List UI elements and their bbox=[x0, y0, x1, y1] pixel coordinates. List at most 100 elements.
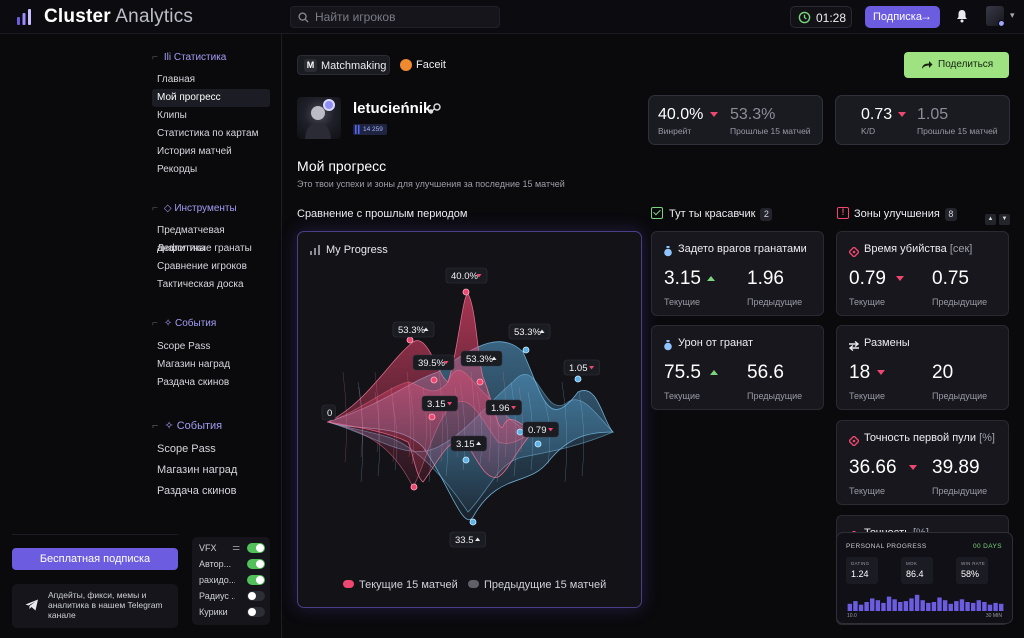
progress-bar bbox=[976, 600, 981, 611]
chart-point-previous[interactable] bbox=[469, 518, 477, 526]
search-input[interactable] bbox=[315, 9, 495, 25]
trend-up-icon bbox=[476, 441, 482, 445]
chart-point-current[interactable] bbox=[406, 336, 414, 344]
sidebar-item-my-progress[interactable]: Мой прогресс bbox=[152, 89, 270, 107]
chart-data-label: 3.15 bbox=[450, 435, 487, 452]
trend-up-icon bbox=[491, 356, 497, 360]
kpi-kd[interactable]: 0.73 1.05 K/D Прошлые 15 матчей bbox=[835, 95, 1010, 145]
chart-point-current[interactable] bbox=[476, 378, 484, 386]
sidebar-item-scope-pass[interactable]: Scope Pass bbox=[157, 443, 216, 455]
toggle-row: Автор... bbox=[199, 558, 265, 572]
metric-card-grenade-damage[interactable]: Урон от гранат 75.5 56.6 Текущие Предыду… bbox=[651, 325, 824, 410]
mesh-line bbox=[342, 371, 347, 463]
match-timer[interactable]: 01:28 bbox=[790, 6, 852, 28]
sidebar-item-clips[interactable]: Клипы bbox=[157, 110, 187, 121]
user-avatar[interactable] bbox=[986, 6, 1004, 26]
chart-point-previous[interactable] bbox=[534, 440, 542, 448]
trend-down-icon bbox=[511, 406, 517, 410]
sidebar-item-skins-giveaway[interactable]: Раздача скинов bbox=[157, 377, 230, 388]
chart-data-label-text: 53.3% bbox=[514, 327, 541, 338]
toggle-switch[interactable] bbox=[247, 575, 265, 585]
legend-item-previous[interactable]: Предыдущие 15 матчей bbox=[468, 579, 606, 591]
sidebar-section-title: ⌐ ◇ Инструменты bbox=[152, 203, 237, 214]
sidebar-item-rewards-shop[interactable]: Магазин наград bbox=[157, 359, 231, 370]
metric-card-first-bullet-accuracy[interactable]: Точность первой пули [%] 36.66 39.89 Тек… bbox=[836, 420, 1009, 505]
chart-point-current[interactable] bbox=[410, 483, 418, 491]
clock-icon bbox=[798, 11, 811, 24]
app-logo[interactable]: Cluster Analytics bbox=[44, 6, 194, 27]
logo-icon bbox=[17, 9, 31, 25]
personal-progress-widget[interactable]: PERSONAL PROGRESS 00 DAYS DATING 1.24 MOK… bbox=[836, 532, 1013, 624]
metric-card-kill-time[interactable]: Время убийства [сек] 0.79 0.75 Текущие П… bbox=[836, 231, 1009, 316]
crosshair-icon bbox=[848, 433, 860, 451]
sidebar-item-compare-players[interactable]: Сравнение игроков bbox=[157, 261, 247, 272]
arrow-up-icon[interactable]: ▲ bbox=[985, 214, 996, 225]
toggle-row: Радиус ... bbox=[199, 590, 265, 604]
chart-point-previous[interactable] bbox=[516, 428, 524, 436]
progress-bar bbox=[982, 602, 987, 611]
share-button[interactable]: Поделиться bbox=[904, 52, 1009, 78]
free-subscription-button[interactable]: Бесплатная подписка bbox=[12, 548, 178, 570]
chart-point-previous[interactable] bbox=[574, 375, 582, 383]
metric-card-trades[interactable]: Размены 18 20 Текущие Предыдущие bbox=[836, 325, 1009, 410]
sidebar-item-prematch[interactable]: Предматчевая аналитика bbox=[157, 225, 225, 254]
progress-bar bbox=[898, 602, 903, 611]
chart-point-previous[interactable] bbox=[522, 346, 530, 354]
tab-faceit[interactable]: Faceit bbox=[398, 55, 458, 75]
toggle-switch[interactable] bbox=[247, 543, 265, 553]
settings-sliders-icon[interactable]: ⚌ bbox=[232, 542, 241, 552]
tab-matchmaking[interactable]: M Matchmaking bbox=[297, 55, 390, 75]
toggle-row: VFX ⚌ bbox=[199, 542, 265, 556]
arrow-down-icon[interactable]: ▼ bbox=[999, 214, 1010, 225]
chart-point-previous[interactable] bbox=[462, 456, 470, 464]
sidebar-section-title: ⌐ Ili Статистика bbox=[152, 52, 227, 63]
chevron-down-icon[interactable]: ▾ bbox=[1010, 10, 1015, 20]
chart-point-current[interactable] bbox=[462, 288, 470, 296]
trend-down-icon bbox=[447, 402, 453, 406]
sidebar-item-rewards-shop[interactable]: Магазин наград bbox=[157, 464, 238, 476]
sidebar-section-title: ⌐ ✧ События bbox=[152, 420, 223, 432]
metric-card-grenade-hits[interactable]: Задето врагов гранатами 3.15 1.96 Текущи… bbox=[651, 231, 824, 316]
toggle-switch[interactable] bbox=[247, 607, 265, 617]
player-avatar[interactable] bbox=[297, 97, 341, 139]
sidebar-item-home[interactable]: Главная bbox=[157, 74, 196, 85]
kpi-winrate[interactable]: 40.0% 53.3% Винрейт Прошлые 15 матчей bbox=[648, 95, 823, 145]
sidebar-item-default-nades[interactable]: Дефолтные гранаты bbox=[157, 243, 252, 254]
sidebar-item-skins-giveaway[interactable]: Раздача скинов bbox=[157, 485, 237, 497]
chart-point-current[interactable] bbox=[428, 413, 436, 421]
grenade-icon bbox=[664, 338, 672, 356]
page-subtitle: Это твои успехи и зоны для улучшения за … bbox=[297, 179, 565, 189]
telegram-banner[interactable]: Апдейты, фикси, мемы и аналитика в нашем… bbox=[12, 584, 178, 628]
player-silhouette-icon bbox=[305, 106, 331, 139]
progress-bar bbox=[909, 598, 914, 611]
sidebar-item-match-history[interactable]: История матчей bbox=[157, 146, 232, 157]
trend-down-icon bbox=[548, 428, 554, 432]
radar-chart: 40.0% 53.3% 39.5% 53.3% 53.3% 1.05 3.15 1.96 3.1… bbox=[321, 267, 614, 548]
sidebar-item-records[interactable]: Рекорды bbox=[157, 164, 198, 175]
sidebar-item-tactic-board[interactable]: Тактическая доска bbox=[157, 279, 244, 290]
toggle-row: Курики bbox=[199, 606, 265, 620]
progress-bar bbox=[959, 599, 965, 611]
subscribe-button[interactable]: Подписка → bbox=[865, 6, 940, 28]
legend-item-current[interactable]: Текущие 15 матчей bbox=[343, 579, 458, 591]
search-box[interactable] bbox=[290, 6, 500, 28]
chart-point-current[interactable] bbox=[430, 376, 438, 384]
toggle-switch[interactable] bbox=[247, 559, 265, 569]
events-icon: ✧ bbox=[163, 318, 176, 329]
sidebar-item-scope-pass[interactable]: Scope Pass bbox=[157, 341, 211, 352]
chart-data-label-text: 0 bbox=[327, 408, 332, 419]
toggle-switch[interactable] bbox=[247, 591, 265, 601]
stat-box: WIN RATE 58% bbox=[956, 557, 988, 584]
trend-up-icon bbox=[710, 370, 718, 375]
progress-bar bbox=[954, 601, 959, 611]
stat-box: DATING 1.24 bbox=[846, 557, 878, 584]
stats-icon: Ili bbox=[163, 52, 174, 63]
steam-icon[interactable] bbox=[427, 103, 441, 115]
chart-data-label-text: 1.96 bbox=[491, 403, 510, 414]
timer-value: 01:28 bbox=[816, 11, 847, 25]
faceit-icon bbox=[400, 59, 412, 71]
progress-bar bbox=[920, 600, 925, 611]
bell-icon[interactable] bbox=[956, 9, 968, 23]
trend-up-icon bbox=[539, 329, 545, 333]
sidebar-item-map-stats[interactable]: Статистика по картам bbox=[157, 128, 259, 139]
